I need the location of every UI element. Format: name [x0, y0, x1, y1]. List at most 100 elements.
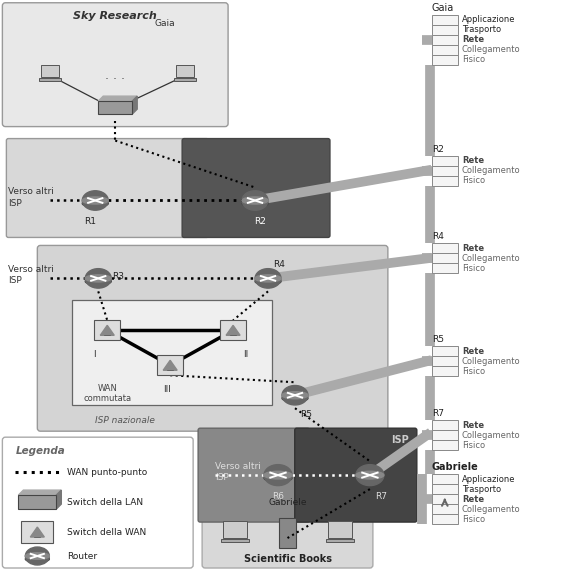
- Bar: [432, 440, 458, 450]
- Text: R7: R7: [375, 492, 387, 501]
- Text: Verso altri
ISP: Verso altri ISP: [215, 462, 261, 482]
- Text: WAN punto-punto: WAN punto-punto: [67, 468, 148, 477]
- Text: Scientific Books: Scientific Books: [244, 554, 332, 564]
- Bar: [223, 521, 247, 538]
- Polygon shape: [100, 325, 114, 335]
- Polygon shape: [30, 527, 44, 537]
- Text: Gaia: Gaia: [155, 19, 175, 28]
- Text: Collegamento: Collegamento: [462, 254, 520, 263]
- Bar: [328, 521, 352, 538]
- Text: Rete: Rete: [462, 244, 484, 253]
- Text: Fisico: Fisico: [462, 514, 485, 523]
- Bar: [221, 538, 249, 542]
- Text: Rete: Rete: [462, 494, 484, 504]
- Ellipse shape: [264, 471, 292, 479]
- FancyBboxPatch shape: [37, 245, 388, 431]
- Polygon shape: [132, 96, 137, 114]
- Text: Rete: Rete: [462, 35, 484, 44]
- Text: Collegamento: Collegamento: [462, 45, 520, 54]
- Bar: [72, 300, 272, 405]
- Ellipse shape: [356, 475, 384, 482]
- Bar: [432, 356, 458, 366]
- Text: Fisico: Fisico: [462, 367, 485, 376]
- Text: R4: R4: [432, 233, 444, 241]
- Polygon shape: [226, 325, 240, 335]
- Bar: [279, 518, 297, 548]
- Text: I: I: [93, 351, 96, 359]
- Text: Gaia: Gaia: [432, 3, 454, 13]
- Bar: [174, 77, 196, 81]
- Bar: [432, 474, 458, 484]
- Text: Legenda: Legenda: [15, 446, 65, 456]
- FancyBboxPatch shape: [2, 3, 228, 126]
- Polygon shape: [98, 96, 137, 101]
- Ellipse shape: [242, 191, 268, 210]
- Bar: [176, 65, 194, 77]
- Text: II: II: [244, 351, 249, 359]
- FancyBboxPatch shape: [198, 428, 310, 522]
- Ellipse shape: [85, 278, 111, 285]
- FancyBboxPatch shape: [295, 428, 417, 522]
- Text: Switch della LAN: Switch della LAN: [67, 497, 144, 506]
- Bar: [432, 366, 458, 376]
- Text: Router: Router: [67, 551, 98, 560]
- Text: Rete: Rete: [462, 156, 484, 165]
- Ellipse shape: [242, 200, 268, 207]
- Text: Sky Research: Sky Research: [74, 11, 157, 20]
- Text: R6: R6: [272, 492, 284, 501]
- Text: Rete: Rete: [462, 347, 484, 356]
- FancyBboxPatch shape: [202, 485, 373, 568]
- Bar: [22, 521, 53, 543]
- Text: R2: R2: [432, 145, 444, 154]
- Bar: [432, 514, 458, 524]
- FancyBboxPatch shape: [2, 437, 193, 568]
- Bar: [432, 35, 458, 45]
- Ellipse shape: [282, 391, 308, 399]
- Ellipse shape: [242, 197, 268, 204]
- Text: R7: R7: [432, 409, 444, 418]
- Bar: [432, 253, 458, 263]
- Text: Applicazione: Applicazione: [462, 15, 515, 24]
- Bar: [157, 355, 183, 376]
- Text: Fisico: Fisico: [462, 440, 485, 450]
- Ellipse shape: [264, 475, 292, 482]
- Ellipse shape: [25, 556, 49, 562]
- Ellipse shape: [82, 197, 108, 204]
- Text: R5: R5: [432, 335, 444, 344]
- Bar: [432, 263, 458, 273]
- Text: WAN
commutata: WAN commutata: [83, 384, 131, 403]
- Bar: [432, 155, 458, 166]
- Bar: [432, 45, 458, 55]
- Ellipse shape: [85, 269, 111, 288]
- Bar: [326, 538, 354, 542]
- Text: Collegamento: Collegamento: [462, 357, 520, 366]
- Text: Fisico: Fisico: [462, 264, 485, 273]
- Ellipse shape: [25, 547, 49, 565]
- Ellipse shape: [82, 191, 108, 210]
- Polygon shape: [18, 490, 61, 495]
- Bar: [432, 55, 458, 65]
- Text: Trasporto: Trasporto: [462, 25, 501, 34]
- Ellipse shape: [85, 275, 111, 282]
- Text: Fisico: Fisico: [462, 176, 485, 185]
- Text: Collegamento: Collegamento: [462, 505, 520, 514]
- Text: Switch della WAN: Switch della WAN: [67, 527, 147, 537]
- Bar: [94, 320, 120, 340]
- Ellipse shape: [82, 200, 108, 207]
- Text: Collegamento: Collegamento: [462, 166, 520, 175]
- Bar: [220, 320, 246, 340]
- Ellipse shape: [255, 269, 281, 288]
- Text: Trasporto: Trasporto: [462, 485, 501, 493]
- Text: R5: R5: [300, 410, 312, 419]
- Bar: [432, 494, 458, 504]
- Text: Gabriele: Gabriele: [268, 498, 307, 507]
- Bar: [432, 347, 458, 356]
- Ellipse shape: [356, 465, 384, 485]
- Bar: [432, 484, 458, 494]
- Text: R3: R3: [112, 272, 124, 281]
- Ellipse shape: [282, 385, 308, 405]
- Polygon shape: [56, 490, 61, 509]
- Ellipse shape: [255, 275, 281, 282]
- Text: Collegamento: Collegamento: [462, 431, 520, 440]
- FancyBboxPatch shape: [182, 139, 330, 237]
